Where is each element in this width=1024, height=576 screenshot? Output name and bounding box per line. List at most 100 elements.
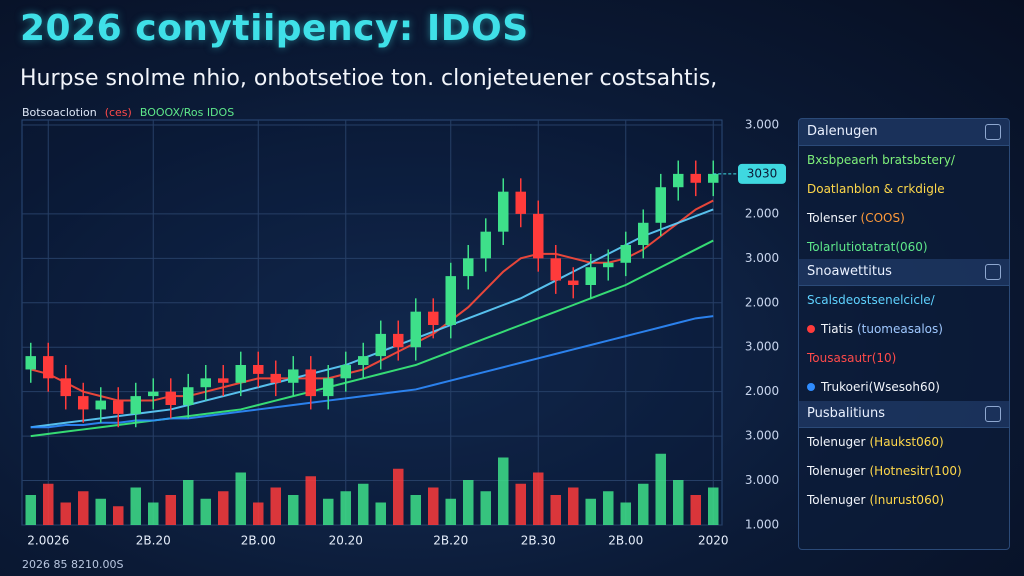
- row-tag: (Haukst060): [869, 435, 944, 449]
- volume-bar: [95, 498, 106, 525]
- candle-body: [480, 231, 491, 259]
- y-tick-label: 3.000: [745, 473, 779, 487]
- row-text: Tousasautr(10): [807, 351, 897, 365]
- volume-bar: [200, 498, 211, 525]
- section-title: Snoawettitus: [799, 259, 1009, 286]
- candle-body: [708, 173, 719, 183]
- row-text: Doatlanblon & crkdigle: [807, 182, 945, 196]
- candle-body: [340, 365, 351, 379]
- candle-body: [515, 191, 526, 214]
- candle-body: [410, 311, 421, 348]
- volume-bar: [148, 502, 159, 525]
- volume-bar: [130, 487, 141, 525]
- candle-body: [445, 276, 456, 325]
- volume-bar: [480, 491, 491, 525]
- volume-bar: [620, 502, 631, 525]
- volume-bar: [323, 498, 334, 525]
- chart: 1.000 3.000 3.000 2.000 3.000 2.000 3.000 2.000…: [21, 106, 786, 548]
- candle-body: [655, 187, 666, 223]
- panel-row: Tolenser (COOS): [799, 204, 1009, 233]
- row-tag: (Inurust060): [869, 493, 945, 507]
- row-dot: [807, 325, 815, 333]
- row-tag: (COOS): [860, 211, 905, 225]
- volume-bar: [515, 483, 526, 525]
- candle-body: [148, 391, 159, 397]
- candle-body: [533, 213, 544, 259]
- volume-bar: [375, 502, 386, 525]
- candle-body: [235, 365, 246, 383]
- candle-body: [375, 333, 386, 357]
- x-tick-label: 2B.20: [136, 534, 171, 548]
- volume-bar: [78, 491, 89, 525]
- panel-row: Bxsbpeaerh bratsbstery/: [799, 146, 1009, 175]
- candle-body: [95, 400, 106, 410]
- title: 2026 conytiipency: IDOS: [20, 8, 529, 49]
- volume-bar: [218, 491, 229, 525]
- panel-row: Scalsdeostsenelcicle/: [799, 286, 1009, 315]
- x-tick-label: 2B.20: [433, 534, 468, 548]
- legend-text: BOOOX/Ros IDOS: [140, 106, 234, 119]
- row-text: Trukoeri(Wsesoh60): [821, 380, 940, 394]
- panel-section: Dalenugen Bxsbpeaerh bratsbstery/Doatlanb…: [799, 119, 1009, 262]
- candle-body: [113, 400, 124, 414]
- row-text: Tiatis: [821, 322, 853, 336]
- candle-body: [200, 378, 211, 388]
- volume-bar: [550, 495, 561, 525]
- volume-bar: [393, 468, 404, 525]
- subtitle: Hurpse snolme nhio, onbotsetioe ton. clo…: [20, 66, 718, 91]
- volume-bar: [270, 487, 281, 525]
- panel-section: Pusbalitiuns Tolenuger (Haukst060) Tolenuge…: [799, 401, 1009, 515]
- candle-body: [638, 222, 649, 245]
- row-tag: (Hotnesitr(100): [869, 464, 962, 478]
- candle-body: [393, 333, 404, 348]
- x-tick-label: 20.20: [329, 534, 363, 548]
- volume-bar: [533, 472, 544, 525]
- row-dot: [807, 383, 815, 391]
- y-tick-label: 3.000: [745, 118, 779, 132]
- row-text: Tolenser: [807, 211, 857, 225]
- volume-bar: [25, 495, 36, 525]
- y-tick-label: 1.000: [745, 518, 779, 532]
- volume-bar: [603, 491, 614, 525]
- candle-body: [550, 258, 561, 281]
- panel-row: Tiatis (tuomeasalos): [799, 315, 1009, 344]
- volume-bar: [463, 480, 474, 525]
- volume-bar: [428, 487, 439, 525]
- volume-bar: [340, 491, 351, 525]
- candle-body: [130, 396, 141, 414]
- volume-bar: [288, 495, 299, 525]
- candle-body: [358, 356, 369, 365]
- y-tick-label: 3.000: [745, 251, 779, 265]
- candle-body: [463, 258, 474, 277]
- row-text: Tolarlutiotatrat(060): [807, 240, 928, 254]
- volume-bar: [638, 483, 649, 525]
- x-tick-label: 2B.00: [241, 534, 276, 548]
- volume-bar: [60, 502, 71, 525]
- candle-body: [585, 267, 596, 285]
- volume-bar: [183, 480, 194, 525]
- x-tick-label: 2B.30: [521, 534, 556, 548]
- section-icon: [985, 124, 1001, 140]
- candle-body: [568, 280, 579, 285]
- footnote: 2026 85 8210.00S: [22, 558, 124, 571]
- panel-row: Tolenuger (Haukst060): [799, 428, 1009, 457]
- candle-body: [323, 378, 334, 397]
- candle-body: [498, 191, 509, 232]
- volume-bar: [410, 495, 421, 525]
- volume-bar: [43, 483, 54, 525]
- row-text: Tolenuger: [807, 464, 866, 478]
- moving-average: [30, 199, 714, 402]
- volume-bar: [708, 487, 719, 525]
- row-tag: (tuomeasalos): [856, 322, 943, 336]
- volume-bar: [113, 506, 124, 525]
- volume-bar: [498, 457, 509, 525]
- candle-body: [218, 378, 229, 383]
- candle-body: [25, 356, 36, 370]
- candle-body: [78, 396, 89, 410]
- price-tag: 3030: [747, 166, 778, 180]
- volume-bar: [165, 495, 176, 525]
- panel-row: Tolenuger (Hotnesitr(100): [799, 457, 1009, 486]
- row-text: Tolenuger: [807, 493, 866, 507]
- section-title: Dalenugen: [799, 119, 1009, 146]
